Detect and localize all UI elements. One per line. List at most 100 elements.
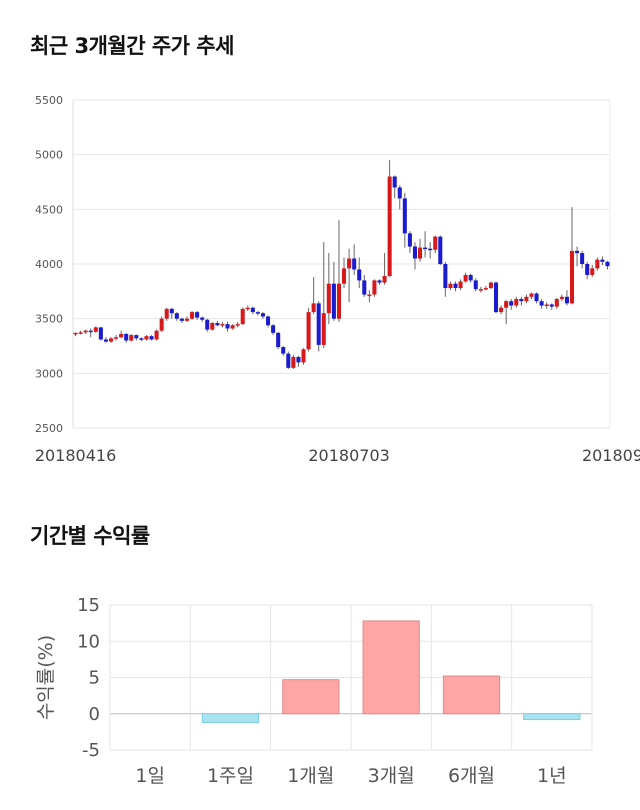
candle-body bbox=[195, 312, 200, 318]
candle bbox=[443, 261, 448, 297]
candle-body bbox=[134, 335, 139, 339]
candle-body bbox=[483, 288, 488, 290]
candle bbox=[83, 329, 88, 334]
candle-body bbox=[266, 316, 271, 326]
candle bbox=[174, 312, 179, 321]
candle bbox=[605, 260, 610, 270]
candle bbox=[438, 235, 443, 266]
candle bbox=[195, 311, 200, 320]
candle-body bbox=[417, 247, 423, 259]
returns-x-tick-label: 1주일 bbox=[207, 765, 254, 787]
candle-body bbox=[159, 318, 164, 331]
candle-body bbox=[73, 332, 78, 335]
candle-body bbox=[412, 246, 417, 259]
candle bbox=[372, 279, 377, 297]
candle bbox=[417, 238, 423, 262]
candle bbox=[473, 278, 478, 292]
candle bbox=[281, 346, 286, 356]
candle-body bbox=[605, 261, 610, 267]
candle bbox=[564, 290, 569, 306]
candle bbox=[529, 292, 534, 299]
candle bbox=[402, 192, 407, 248]
candle bbox=[352, 244, 357, 275]
candle bbox=[483, 285, 488, 291]
candle bbox=[554, 297, 559, 309]
candle-body bbox=[260, 313, 266, 317]
candle-body bbox=[387, 176, 392, 277]
candle-body bbox=[402, 198, 407, 234]
return-bar bbox=[442, 675, 501, 715]
candle bbox=[134, 334, 139, 341]
candle-body bbox=[534, 293, 539, 302]
candle-body bbox=[382, 276, 387, 283]
candle bbox=[331, 261, 336, 321]
candle-body bbox=[473, 280, 478, 290]
candle-body bbox=[433, 236, 438, 250]
candle-body bbox=[169, 308, 174, 314]
candle bbox=[230, 324, 235, 330]
candle-body bbox=[83, 330, 88, 333]
candle-body bbox=[367, 294, 372, 297]
candle-body bbox=[184, 318, 190, 321]
price-y-tick-label: 4500 bbox=[35, 203, 63, 216]
candle-body bbox=[564, 296, 569, 304]
price-y-tick-label: 2500 bbox=[35, 422, 63, 435]
candle bbox=[149, 335, 154, 341]
candle-body bbox=[98, 327, 103, 340]
candle-body bbox=[448, 283, 453, 289]
candle-body bbox=[397, 187, 402, 199]
candle bbox=[215, 320, 220, 327]
candle bbox=[220, 321, 225, 328]
candle-body bbox=[215, 323, 220, 326]
candle-body bbox=[357, 269, 362, 281]
candle-body bbox=[124, 333, 129, 341]
candle bbox=[357, 257, 362, 289]
returns-x-tick-label: 6개월 bbox=[448, 765, 495, 787]
candle bbox=[544, 302, 549, 309]
candle-body bbox=[504, 301, 509, 308]
candle bbox=[164, 307, 169, 321]
candle-body bbox=[291, 356, 296, 368]
return-bar bbox=[201, 713, 260, 723]
candle-body bbox=[468, 274, 473, 281]
candle bbox=[569, 207, 575, 305]
candle-body bbox=[392, 176, 397, 188]
candle-body bbox=[190, 312, 195, 319]
price-x-tick-label: 20180703 bbox=[308, 446, 389, 465]
candle-body bbox=[463, 274, 468, 282]
returns-grid bbox=[109, 604, 593, 751]
candle bbox=[519, 296, 524, 306]
candle-body bbox=[286, 353, 291, 368]
candle-body bbox=[372, 280, 377, 295]
candle-body bbox=[174, 313, 179, 319]
candle bbox=[412, 242, 417, 270]
candle bbox=[286, 351, 291, 369]
price-x-tick-label: 20180416 bbox=[35, 446, 116, 465]
candle bbox=[423, 231, 428, 258]
returns-x-ticks: 1일 1주일 1개월 3개월 6개월 1년 bbox=[135, 765, 566, 787]
candle bbox=[509, 298, 514, 310]
price-trend-title: 최근 3개월간 주가 추세 bbox=[30, 34, 234, 58]
candle-body bbox=[220, 324, 225, 326]
candle bbox=[342, 257, 347, 289]
candle bbox=[377, 279, 382, 285]
candle-body bbox=[108, 338, 114, 342]
candle-body bbox=[438, 236, 443, 264]
candle bbox=[326, 253, 331, 325]
returns-y-ticks: -5 0 5 10 15 bbox=[77, 595, 100, 761]
candle bbox=[169, 307, 174, 319]
candle-body bbox=[377, 280, 382, 283]
candle bbox=[397, 185, 402, 210]
candle-body bbox=[352, 258, 357, 270]
candle-body bbox=[276, 332, 281, 348]
candle bbox=[78, 330, 83, 335]
candle bbox=[488, 281, 493, 290]
candle bbox=[200, 316, 205, 322]
candle-body bbox=[585, 264, 590, 275]
candle-body bbox=[539, 301, 544, 306]
candle bbox=[524, 294, 529, 304]
candle-body bbox=[164, 308, 169, 319]
price-y-tick-label: 3000 bbox=[35, 367, 63, 380]
candle-body bbox=[93, 327, 98, 332]
candle-body bbox=[179, 318, 184, 321]
